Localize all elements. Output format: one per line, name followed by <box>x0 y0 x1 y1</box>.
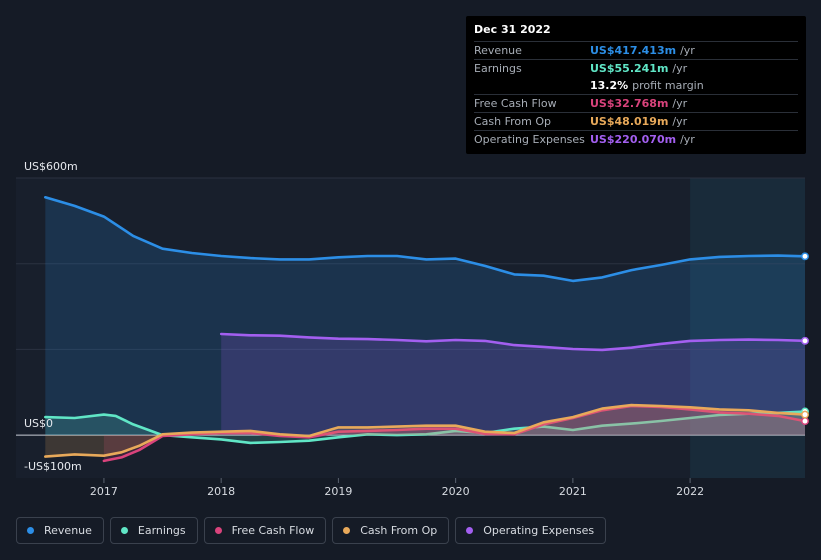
tooltip-label: Free Cash Flow <box>474 97 557 110</box>
legend-item-free-cash-flow[interactable]: Free Cash Flow <box>203 517 327 544</box>
legend-item-cash-from-op[interactable]: Cash From Op <box>332 517 450 544</box>
tooltip-row-operating-expenses: Operating Expenses US$220.070m /yr <box>474 130 798 148</box>
y-label-top: US$600m <box>24 160 78 173</box>
legend-item-operating-expenses[interactable]: Operating Expenses <box>455 517 607 544</box>
x-tick-label: 2021 <box>559 485 587 498</box>
x-tick-label: 2019 <box>324 485 352 498</box>
x-tick-label: 2022 <box>676 485 704 498</box>
legend-dot-icon <box>466 527 474 534</box>
legend-label: Earnings <box>137 524 186 537</box>
legend-label: Cash From Op <box>360 524 438 537</box>
series-layer <box>44 196 807 463</box>
tooltip-unit: /yr <box>672 97 688 110</box>
legend-item-revenue[interactable]: Revenue <box>16 517 104 544</box>
legend-dot-icon <box>27 527 34 534</box>
operating-expenses-area <box>221 334 805 436</box>
tooltip-label: Earnings <box>474 62 522 75</box>
legend-label: Revenue <box>44 524 92 537</box>
tooltip-row-revenue: Revenue US$417.413m /yr <box>474 41 798 59</box>
tooltip-value: US$220.070m <box>590 133 677 146</box>
revenue-line <box>44 196 807 283</box>
tooltip-value: US$55.241m <box>590 62 669 75</box>
tooltip-label: Revenue <box>474 44 522 57</box>
legend-label: Free Cash Flow <box>231 524 315 537</box>
tooltip-value: US$32.768m <box>590 97 669 110</box>
plot-background <box>16 178 805 478</box>
tooltip-label: Operating Expenses <box>474 133 585 146</box>
free-cash-flow-area <box>103 406 805 461</box>
x-axis-ticks: 2017 2018 2019 2020 2021 2022 <box>90 478 704 498</box>
x-tick-label: 2017 <box>90 485 118 498</box>
tooltip-row-free-cash-flow: Free Cash Flow US$32.768m /yr <box>474 94 798 112</box>
earnings-area <box>45 411 806 443</box>
legend-dot-icon <box>214 527 222 534</box>
legend-item-earnings[interactable]: Earnings <box>109 517 198 544</box>
tooltip-value: 13.2% <box>590 79 629 92</box>
legend-label: Operating Expenses <box>483 524 595 537</box>
tooltip-unit: profit margin <box>632 79 704 92</box>
endpoint-markers <box>801 252 809 426</box>
x-tick-label: 2018 <box>207 485 235 498</box>
operating-expenses-line <box>219 332 807 352</box>
tooltip-unit: /yr <box>672 115 688 128</box>
highlight-band <box>690 178 805 478</box>
operating-expenses-endpoint <box>801 336 809 345</box>
y-label-zero: US$0 <box>24 417 53 430</box>
tooltip-unit: /yr <box>680 133 695 146</box>
tooltip-date: Dec 31 2022 <box>474 23 551 36</box>
legend-dot-icon <box>343 527 351 534</box>
free-cash-flow-line <box>102 404 807 463</box>
tooltip-unit: /yr <box>672 62 688 75</box>
revenue-endpoint <box>801 252 809 261</box>
cash-from-op-line <box>44 403 807 458</box>
tooltip-value: US$417.413m <box>590 44 677 57</box>
tooltip-label: Cash From Op <box>474 115 552 128</box>
tooltip: Dec 31 2022 Revenue US$417.413m /yr Earn… <box>466 16 806 154</box>
cash-from-op-area <box>45 405 806 457</box>
y-label-bottom: -US$100m <box>24 460 82 473</box>
tooltip-unit: /yr <box>680 44 695 57</box>
tooltip-row-cash-from-op: Cash From Op US$48.019m /yr <box>474 112 798 130</box>
legend-dot-icon <box>120 527 128 534</box>
cash-from-op-endpoint <box>801 410 809 419</box>
tooltip-value: US$48.019m <box>590 115 669 128</box>
x-tick-label: 2020 <box>442 485 470 498</box>
earnings-line <box>44 410 807 445</box>
tooltip-row-profit-margin: 13.2% profit margin <box>474 77 798 94</box>
free-cash-flow-endpoint <box>801 417 809 426</box>
tooltip-row-earnings: Earnings US$55.241m /yr <box>474 59 798 77</box>
revenue-area <box>45 197 806 436</box>
legend: Revenue Earnings Free Cash Flow Cash Fro… <box>16 517 607 544</box>
